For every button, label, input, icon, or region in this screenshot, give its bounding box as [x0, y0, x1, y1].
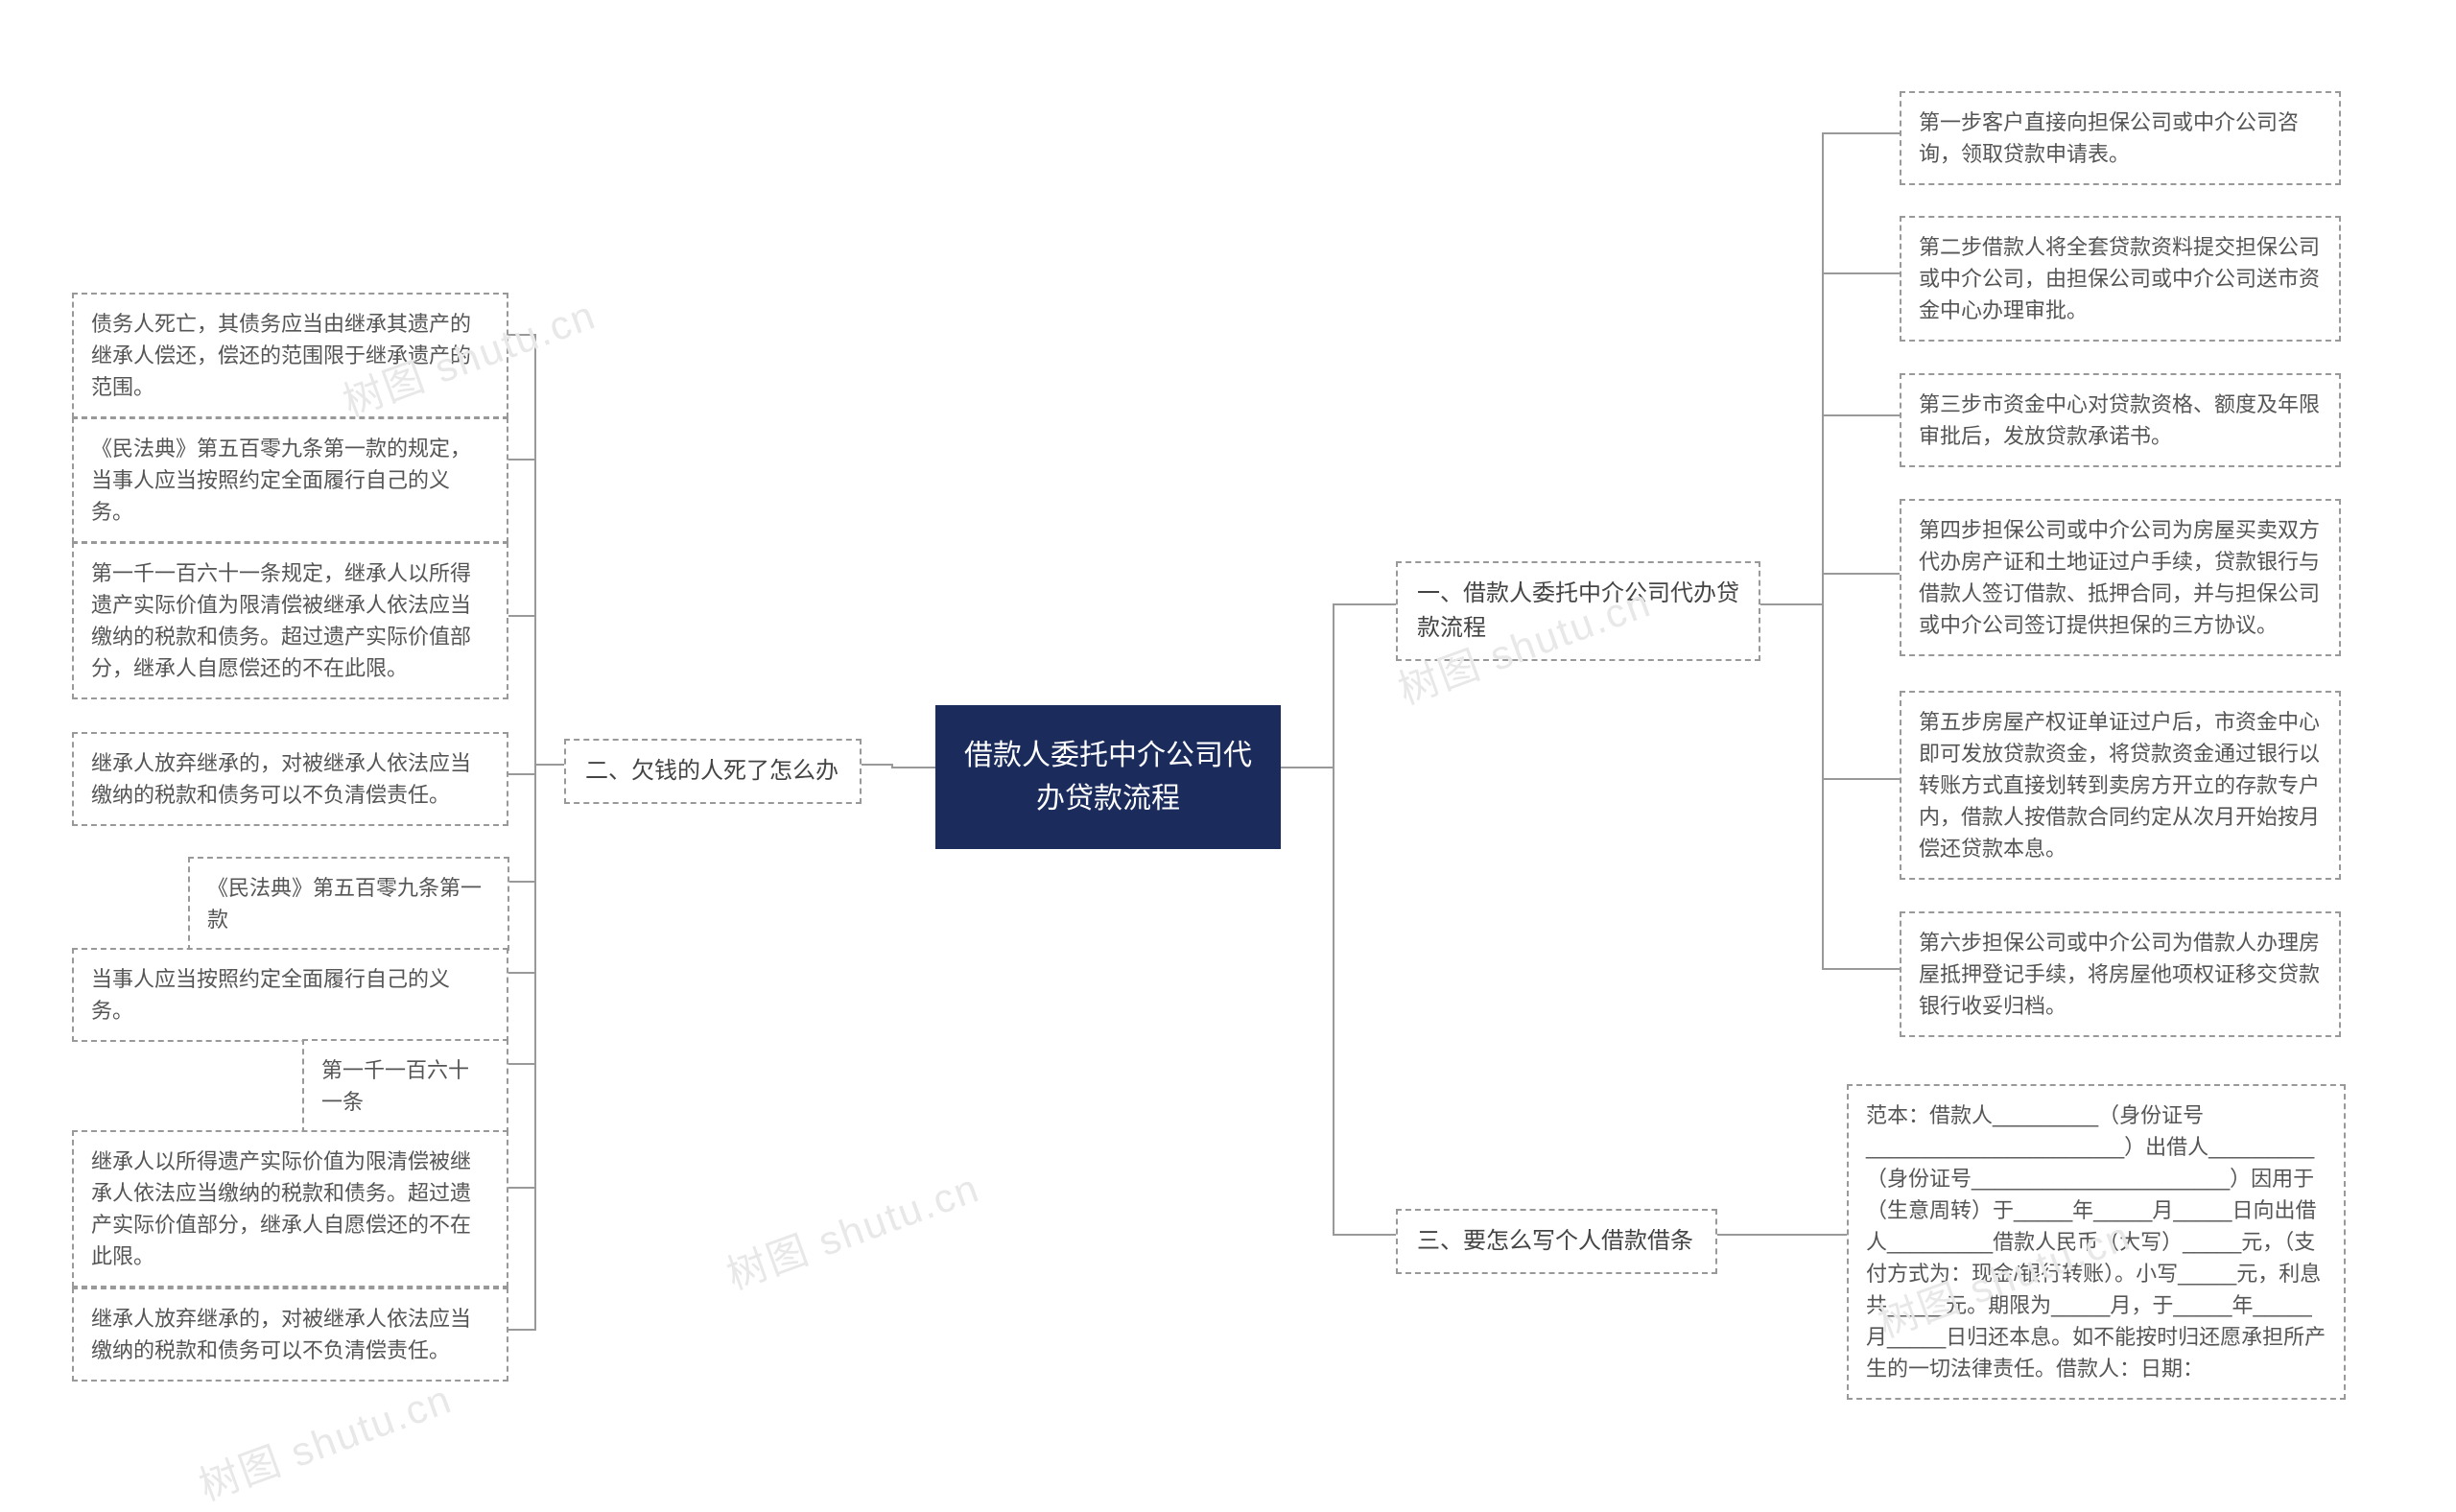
- branch-3-child-8: 继承人放弃继承的，对被继承人依法应当缴纳的税款和债务可以不负清偿责任。: [72, 1288, 508, 1382]
- branch-3-child-6: 第一千一百六十一条: [302, 1039, 508, 1133]
- watermark-3: 树图 shutu.cn: [718, 1156, 987, 1302]
- branch-2[interactable]: 三、要怎么写个人借款借条: [1396, 1209, 1717, 1274]
- branch-1-child-4: 第五步房屋产权证单证过户后，市资金中心即可发放贷款资金，将贷款资金通过银行以转账…: [1900, 691, 2341, 880]
- center-node[interactable]: 借款人委托中介公司代办贷款流程: [935, 705, 1281, 849]
- branch-3-child-3: 继承人放弃继承的，对被继承人依法应当缴纳的税款和债务可以不负清偿责任。: [72, 732, 508, 826]
- branch-3-child-0: 债务人死亡，其债务应当由继承其遗产的继承人偿还，偿还的范围限于继承遗产的范围。: [72, 293, 508, 418]
- branch-1-child-0: 第一步客户直接向担保公司或中介公司咨询，领取贷款申请表。: [1900, 91, 2341, 185]
- branch-1-child-1: 第二步借款人将全套贷款资料提交担保公司或中介公司，由担保公司或中介公司送市资金中…: [1900, 216, 2341, 342]
- branch-1[interactable]: 一、借款人委托中介公司代办贷款流程: [1396, 561, 1760, 661]
- branch-1-child-5: 第六步担保公司或中介公司为借款人办理房屋抵押登记手续，将房屋他项权证移交贷款银行…: [1900, 911, 2341, 1037]
- branch-1-child-3: 第四步担保公司或中介公司为房屋买卖双方代办房产证和土地证过户手续，贷款银行与借款…: [1900, 499, 2341, 656]
- branch-1-child-2: 第三步市资金中心对贷款资格、额度及年限审批后，发放贷款承诺书。: [1900, 373, 2341, 467]
- watermark-4: 树图 shutu.cn: [190, 1367, 460, 1512]
- branch-3-child-2: 第一千一百六十一条规定，继承人以所得遗产实际价值为限清偿被继承人依法应当缴纳的税…: [72, 542, 508, 699]
- mindmap-canvas: 借款人委托中介公司代办贷款流程 一、借款人委托中介公司代办贷款流程 第一步客户直…: [0, 0, 2456, 1434]
- branch-3-child-5: 当事人应当按照约定全面履行自己的义务。: [72, 948, 508, 1042]
- branch-3-child-4: 《民法典》第五百零九条第一款: [188, 857, 509, 951]
- branch-3[interactable]: 二、欠钱的人死了怎么办: [564, 739, 862, 804]
- branch-2-child-0: 范本：借款人_________（身份证号____________________…: [1847, 1084, 2346, 1400]
- branch-3-child-7: 继承人以所得遗产实际价值为限清偿被继承人依法应当缴纳的税款和债务。超过遗产实际价…: [72, 1130, 508, 1288]
- branch-3-child-1: 《民法典》第五百零九条第一款的规定，当事人应当按照约定全面履行自己的义务。: [72, 417, 508, 543]
